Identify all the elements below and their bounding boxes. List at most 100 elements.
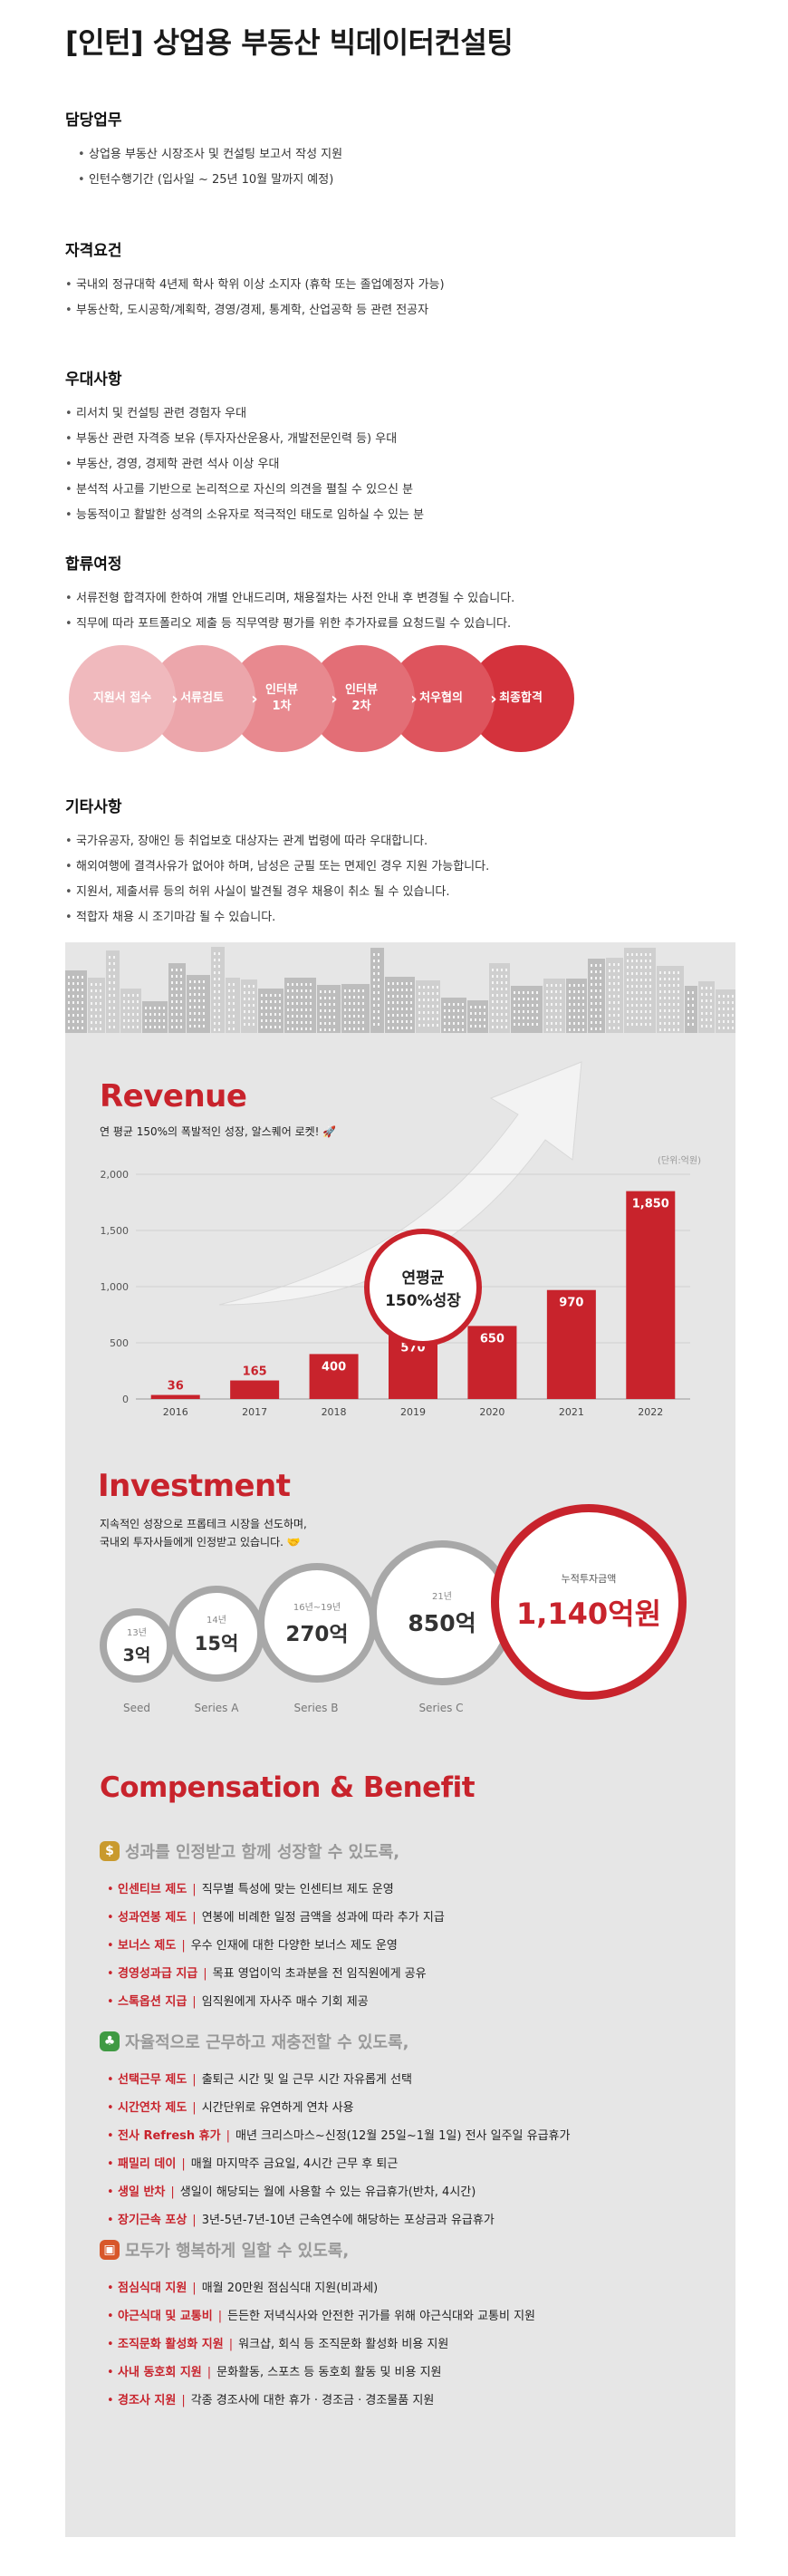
skyline-window — [492, 988, 494, 990]
skyline-window — [496, 994, 498, 997]
skyline-window — [329, 1009, 331, 1012]
skyline-window — [358, 1002, 360, 1005]
skyline-window — [448, 1028, 450, 1031]
skyline-window — [171, 1013, 173, 1016]
skyline-window — [171, 969, 173, 971]
skyline-window — [609, 970, 610, 972]
skyline-window — [555, 997, 557, 999]
skyline-window — [95, 996, 97, 999]
skyline-window — [659, 1016, 661, 1018]
skyline-window — [627, 1023, 629, 1026]
skyline-window — [137, 1007, 139, 1009]
separator: | — [181, 1939, 186, 1953]
skyline-window — [176, 1013, 178, 1016]
skyline-window — [270, 994, 272, 997]
benefit-group: $ 성과를 인정받고 함께 성장할 수 있도록, 인센티브 제도 | 직무별 특성에 맞… — [100, 1839, 716, 2016]
skyline-window — [701, 1025, 703, 1028]
benefit-description: 든든한 저녁식사와 안전한 귀가를 위해 야근식대와 교통비 지원 — [227, 2310, 536, 2323]
skyline-window — [324, 997, 326, 999]
skyline-window — [401, 982, 403, 985]
skyline-window — [492, 975, 494, 978]
skyline-window — [514, 998, 515, 1000]
skyline-window — [180, 994, 182, 997]
skyline-window — [176, 969, 178, 971]
skyline-window — [659, 1003, 661, 1006]
skyline-window — [659, 1009, 661, 1012]
skyline-window — [244, 1010, 245, 1013]
skyline-window — [618, 1020, 620, 1023]
process-heading: 합류여정 — [65, 555, 122, 574]
skyline-window — [578, 990, 580, 993]
skyline-window — [214, 959, 216, 961]
benefit-name: 사내 동호회 지원 — [118, 2366, 202, 2379]
skyline-window — [701, 999, 703, 1002]
skyline-window — [68, 1001, 70, 1004]
skyline-window — [428, 999, 429, 1001]
skyline-window — [673, 997, 675, 999]
skyline-window — [274, 1013, 276, 1016]
round-stage: Series C — [418, 1702, 464, 1714]
investment-total-bubble: 누적투자금액 1,140억원 — [491, 1504, 687, 1700]
separator: | — [192, 2101, 197, 2115]
skyline-window — [154, 1019, 156, 1022]
skyline-window — [692, 1023, 694, 1026]
duties-section: 담당업무 상업용 부동산 시장조사 및 컨설팅 보고서 작성 지원 인턴수행기간… — [65, 107, 735, 193]
separator: | — [207, 2366, 212, 2379]
benefit-name: 점심식대 지원 — [118, 2282, 187, 2295]
skyline-window — [261, 1019, 263, 1022]
skyline-window — [636, 998, 638, 1000]
skyline-window — [218, 984, 220, 987]
skyline-window — [171, 1026, 173, 1028]
skyline-window — [410, 1027, 412, 1029]
skyline-window — [668, 990, 670, 993]
revenue-title: Revenue — [100, 1078, 247, 1114]
skyline-window — [546, 1016, 548, 1018]
skyline-window — [668, 997, 670, 999]
skyline-window — [214, 1009, 216, 1012]
skyline-window — [292, 1008, 293, 1011]
benefit-description: 출퇴근 시간 및 일 근무 시간 자유롭게 선택 — [201, 2073, 412, 2087]
skyline-window — [710, 993, 712, 996]
skyline-window — [248, 991, 250, 994]
skyline-window — [492, 1019, 494, 1022]
skyline-window — [418, 986, 420, 989]
skyline-window — [609, 1008, 610, 1010]
skyline-window — [180, 1013, 182, 1016]
investment-total-value: 1,140억원 — [515, 1597, 662, 1631]
skyline-window — [636, 1010, 638, 1013]
skyline-window — [176, 1019, 178, 1022]
skyline-window — [265, 1019, 267, 1022]
skyline-window — [373, 979, 375, 981]
round-year: 13년 — [127, 1628, 147, 1638]
round-year: 16년~19년 — [293, 1602, 341, 1613]
skyline-window — [113, 1007, 115, 1009]
skyline-window — [727, 1014, 729, 1017]
skyline-window — [664, 971, 666, 974]
skyline-window — [100, 1021, 101, 1024]
skyline-window — [428, 1018, 429, 1020]
skyline-window — [145, 1013, 147, 1016]
growth-badge-line2: 150%성장 — [385, 1292, 461, 1310]
skyline-window — [154, 1007, 156, 1009]
skyline-window — [72, 1008, 74, 1010]
skyline-window — [505, 1007, 507, 1009]
skyline-window — [373, 953, 375, 956]
skyline-window — [68, 982, 70, 985]
skyline-window — [301, 1008, 303, 1011]
skyline-window — [401, 995, 403, 998]
skyline-window — [287, 1021, 289, 1024]
skyline-window — [573, 984, 575, 987]
skyline-window — [649, 985, 651, 988]
skyline-window — [591, 1002, 592, 1005]
skyline-window — [659, 990, 661, 993]
skyline-window — [82, 1020, 83, 1023]
skyline-window — [132, 1007, 134, 1009]
skyline-window — [677, 1009, 679, 1012]
bar-value-label: 165 — [243, 1365, 267, 1379]
skyline-window — [287, 989, 289, 992]
skyline-window — [659, 978, 661, 980]
skyline-window — [636, 1004, 638, 1007]
benefit-name: 보너스 제도 — [118, 1939, 177, 1953]
skyline-window — [560, 1022, 562, 1025]
skyline-window — [378, 991, 380, 994]
